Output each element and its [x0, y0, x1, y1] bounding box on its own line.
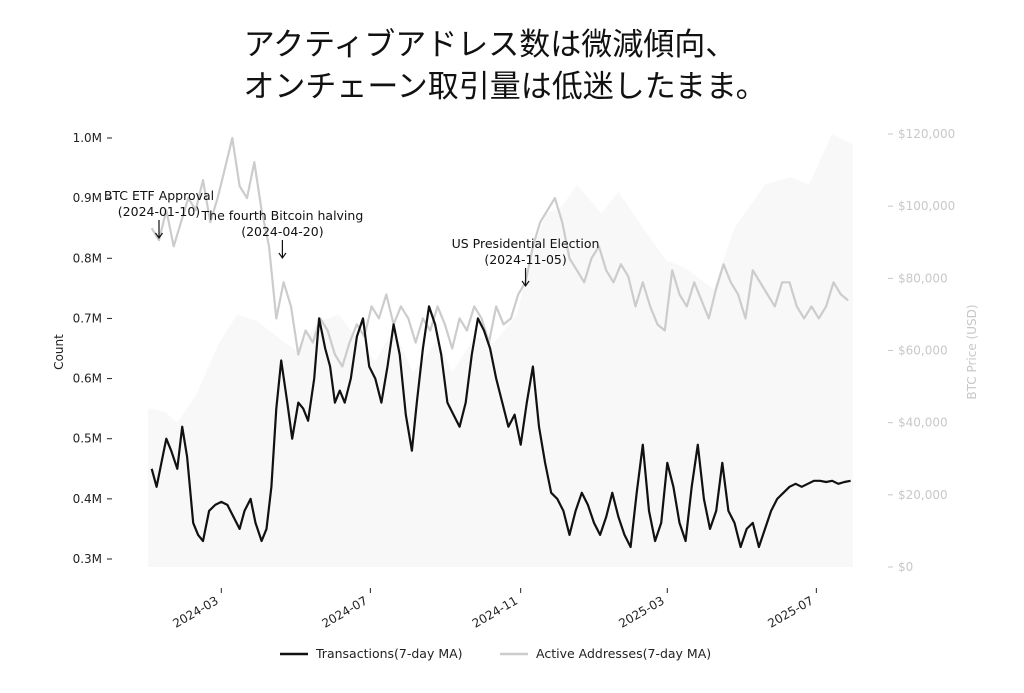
- y-tick-label: 0.5M: [73, 432, 102, 446]
- annotation-label: The fourth Bitcoin halving: [201, 208, 364, 223]
- y-tick-label: 0.9M: [73, 191, 102, 205]
- right-y-axis-label: BTC Price (USD): [965, 304, 979, 399]
- right-y-axis: $0 $20,000 $40,000 $60,000 $80,000 $100,000 $1…: [888, 127, 955, 574]
- right-y-tick-label: $120,000: [898, 127, 955, 141]
- x-tick-label: 2025-07: [765, 593, 815, 630]
- annotation-arrow-head: [278, 252, 287, 260]
- right-y-tick-label: $20,000: [898, 488, 948, 502]
- btc-price-area-layer: [148, 134, 853, 567]
- btc-price-area: [148, 134, 853, 567]
- transactions-line: [150, 305, 851, 549]
- x-tick-label: 2024-03: [170, 593, 220, 630]
- x-tick-label: 2024-11: [470, 593, 520, 630]
- y-tick-label: 0.3M: [73, 552, 102, 566]
- annotation-label: BTC ETF Approval: [104, 188, 214, 203]
- right-y-tick-label: $40,000: [898, 416, 948, 430]
- x-tick-label: 2024-07: [319, 593, 369, 630]
- chart-title-line-2: オンチェーン取引量は低迷したまま。: [243, 69, 766, 105]
- y-tick-label: 0.7M: [73, 311, 102, 325]
- active-addresses-line: [150, 136, 849, 368]
- annotation-date: (2024-04-20): [241, 224, 323, 239]
- legend-label-active-addresses: Active Addresses(7-day MA): [536, 646, 711, 661]
- right-y-tick-label: $80,000: [898, 271, 948, 285]
- annotation-date: (2024-01-10): [118, 204, 200, 219]
- chart-title-line-1: アクティブアドレス数は微減傾向、: [244, 27, 737, 63]
- y-tick-label: 1.0M: [73, 131, 102, 145]
- legend: Transactions(7-day MA) Active Addresses(…: [280, 646, 711, 661]
- right-y-tick-label: $60,000: [898, 344, 948, 358]
- x-axis: 2024-03 2024-07 2024-11 2025-03 2025-07: [170, 588, 817, 631]
- annotation-date: (2024-11-05): [484, 252, 566, 267]
- annotation-arrow-head: [155, 232, 163, 240]
- y-axis-label: Count: [52, 334, 66, 370]
- annotation-arrow-head: [521, 280, 530, 288]
- y-tick-label: 0.4M: [73, 492, 102, 506]
- annotations-layer: BTC ETF Approval(2024-01-10) The fourth B…: [104, 188, 600, 288]
- series-lines-layer: [150, 136, 851, 549]
- y-tick-label: 0.8M: [73, 251, 102, 265]
- left-y-axis: 0.3M 0.4M 0.5M 0.6M 0.7M 0.8M 0.9M 1.0M: [73, 131, 112, 566]
- right-y-tick-label: $0: [898, 560, 913, 574]
- right-y-tick-label: $100,000: [898, 199, 955, 213]
- legend-label-transactions: Transactions(7-day MA): [315, 646, 463, 661]
- x-tick-label: 2025-03: [616, 593, 666, 630]
- annotation-label: US Presidential Election: [452, 236, 600, 251]
- y-tick-label: 0.6M: [73, 372, 102, 386]
